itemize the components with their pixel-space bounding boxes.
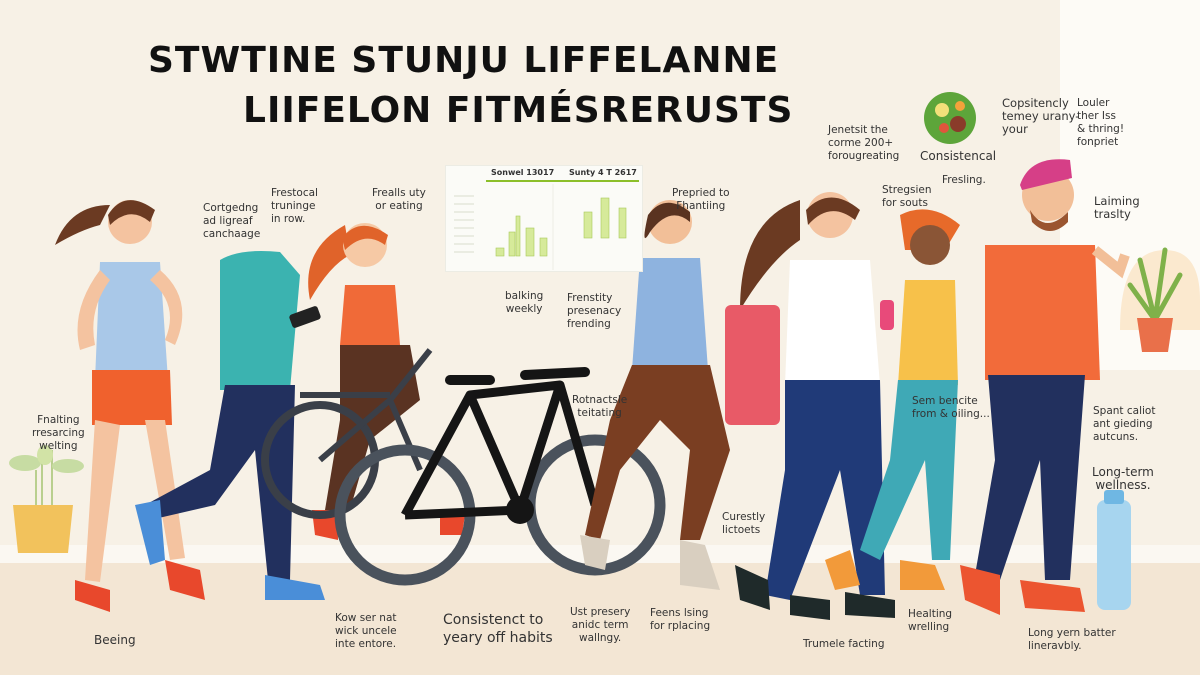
label: Stregsien for souts [882,184,932,209]
label: Fnalting rresarcing welting [32,414,85,452]
chart-bars-right [583,197,627,239]
label: Cortgedng ad ligreaf canchaage [203,202,261,240]
bar [618,207,627,239]
healthy-food-bowl [924,92,976,144]
label: Rotnactsle teitating [572,394,628,419]
woman-yellow-top [825,209,960,590]
bicycle-front [334,367,666,586]
label: Frealls uty or eating [372,187,426,212]
chart-graphics [454,184,627,270]
water-bottle [1097,490,1131,610]
label: Feens lsing for rplacing [650,607,711,632]
bar [600,197,610,239]
chart-header-rule [486,180,639,182]
bar [508,231,516,257]
label: Louler ther Iss & thring! fonpriet [1077,97,1125,148]
label: Consistenct to yeary off habits [443,612,553,646]
chart-heading-right: Sunty 4 T 2617 [569,168,637,177]
title-line-1: STWTINE STUNJU LIFFELANNE [148,40,780,81]
label: Jenetsit the corme 200+ forougreating [828,124,900,162]
label: Sem bencite from & oiling... [912,395,990,420]
pink-backpack [725,305,780,425]
man-orange-shirt-cap [960,159,1130,615]
bar [583,211,593,239]
label: Trumele facting [803,638,885,650]
title-line-2: LIIFELON FITMÉSRERUSTS [243,90,794,131]
label: Laiming traslty [1094,194,1140,221]
label: Frestocal truninge in row. [271,187,318,225]
label: Beeing [94,633,136,647]
chart-heading-left: Sonwel 13017 [491,168,555,177]
label: Prepried to Fhantiing [672,187,730,212]
label: Frenstity presenacy frending [567,292,622,330]
potted-plant-left [9,445,84,553]
bar [495,247,505,257]
label: balking weekly [505,290,544,315]
runner-woman-ponytail [55,200,205,612]
pink-cap [1020,159,1072,190]
label: Copsitencly temey urany- your [1002,96,1080,136]
woman-brown-leggings [580,200,730,590]
bar [515,215,521,257]
chart-panel: Sonwel 13017 Sunty 4 T 2617 [445,165,643,272]
label: Healting wrelling [908,608,953,633]
label: Spant caliot ant gieding autcuns. [1093,405,1156,443]
label: Kow ser nat wick uncele inte entore. [335,612,397,650]
label: Long yern batter lineravbly. [1028,627,1116,652]
label: Curestly lictoets [722,511,766,536]
label: Long-term wellness. [1092,465,1154,492]
label: Fresling. [942,174,986,186]
runner-teal-shirt [135,251,325,600]
bar [525,227,535,257]
chart-legend-lines [454,195,474,253]
potted-plant-right [1127,247,1183,352]
label: Ust presery anidc term wallngy. [570,606,631,644]
woman-white-tank [725,192,895,620]
chart-bars-left [495,215,548,257]
woman-red-hair [308,223,465,540]
bar [539,237,548,257]
label: Consistencal [920,149,997,163]
